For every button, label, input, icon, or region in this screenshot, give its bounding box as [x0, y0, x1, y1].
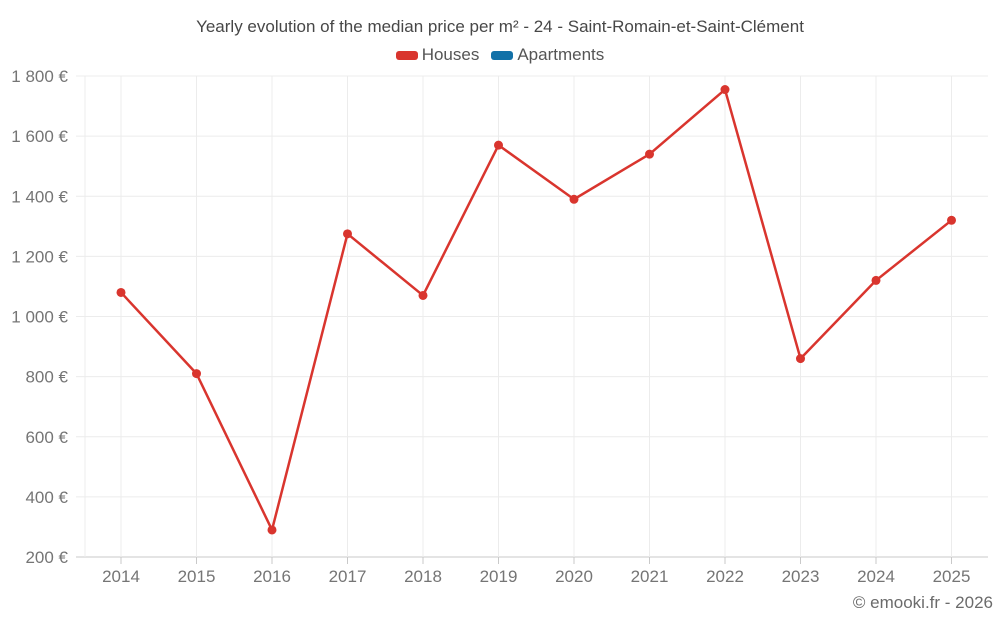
legend-item-apartments[interactable]: Apartments — [491, 45, 604, 65]
x-axis-tick-label: 2021 — [631, 567, 669, 586]
y-axis-tick-label: 600 € — [25, 428, 68, 447]
y-axis-tick-label: 1 800 € — [11, 67, 68, 86]
houses-data-point[interactable] — [569, 194, 579, 204]
x-axis-tick-label: 2020 — [555, 567, 593, 586]
houses-line — [119, 88, 953, 532]
houses-data-point[interactable] — [494, 140, 503, 150]
y-axis-tick-label: 1 400 € — [11, 187, 68, 206]
houses-data-point[interactable] — [871, 275, 881, 285]
x-axis-tick-label: 2018 — [404, 567, 442, 586]
y-axis-tick-label: 1 200 € — [11, 247, 68, 266]
x-axis-tick-label: 2022 — [706, 567, 744, 586]
houses-series — [116, 85, 956, 535]
x-axis-tick-label: 2023 — [782, 567, 820, 586]
x-axis-tick-label: 2017 — [329, 567, 367, 586]
houses-data-point[interactable] — [343, 229, 352, 239]
houses-data-point[interactable] — [645, 149, 654, 159]
y-axis-tick-label: 1 600 € — [11, 127, 68, 146]
houses-data-point[interactable] — [796, 354, 805, 364]
legend: Houses Apartments — [0, 45, 1000, 65]
x-axis-tick-label: 2025 — [933, 567, 971, 586]
houses-data-point[interactable] — [267, 525, 277, 535]
houses-swatch-icon — [395, 50, 418, 60]
houses-data-point[interactable] — [192, 369, 201, 379]
watermark: © emooki.fr - 2026 — [852, 593, 993, 612]
y-axis-tick-label: 1 000 € — [11, 308, 68, 327]
x-axis-tick-label: 2016 — [253, 567, 291, 586]
x-axis-tick-label: 2015 — [178, 567, 216, 586]
x-axis-tick-label: 2014 — [102, 567, 140, 586]
legend-label-houses: Houses — [421, 45, 480, 64]
legend-item-houses[interactable]: Houses — [395, 45, 480, 65]
x-axis-tick-label: 2024 — [857, 567, 895, 586]
houses-data-point[interactable] — [418, 290, 428, 300]
legend-label-apartments: Apartments — [517, 45, 605, 64]
chart-title: Yearly evolution of the median price per… — [196, 17, 804, 36]
y-axis-tick-label: 400 € — [25, 488, 68, 507]
houses-data-point[interactable] — [116, 287, 126, 297]
houses-data-point[interactable] — [720, 85, 730, 95]
apartments-swatch-icon — [491, 50, 514, 60]
houses-data-point[interactable] — [947, 215, 956, 225]
y-axis-tick-label: 200 € — [25, 548, 68, 567]
y-axis-tick-label: 800 € — [25, 368, 68, 387]
x-axis-tick-label: 2019 — [480, 567, 518, 586]
